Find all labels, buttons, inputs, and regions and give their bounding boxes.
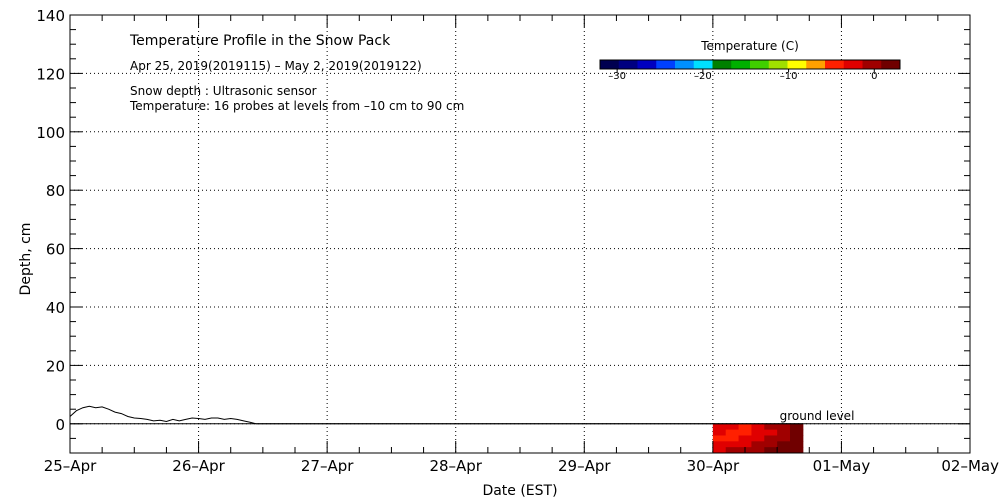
heatmap-cell (738, 429, 752, 436)
colorbar-swatch (862, 60, 882, 69)
colorbar-swatch (843, 60, 863, 69)
axes: 0 20 40 60 80 100 120 140 25–Apr 26–Apr 27–Apr 28–A… (36, 7, 999, 475)
y-tick-label: 60 (46, 241, 65, 259)
heatmap-cell (751, 429, 765, 436)
heatmap-cell (764, 441, 778, 448)
x-tick-label: 28–Apr (429, 457, 482, 475)
snow-depth-line (69, 405, 970, 425)
heatmap-cell (712, 447, 727, 454)
x-tick-label: 02–May (941, 457, 999, 475)
x-tick-label: 29–Apr (558, 457, 611, 475)
colorbar-swatch (618, 60, 638, 69)
heatmap-cell (790, 435, 804, 442)
heatmap-cell (751, 447, 765, 454)
heatmap-cell (712, 441, 727, 448)
colorbar-tick-label: –30 (608, 71, 626, 82)
heatmap-cell (790, 447, 804, 454)
x-tick-label: 26–Apr (172, 457, 225, 475)
colorbar-swatch (731, 60, 751, 69)
note-snow-depth: Snow depth : Ultrasonic sensor (130, 84, 317, 98)
colorbar-swatch (712, 60, 732, 69)
heatmap-cell (738, 435, 752, 442)
y-tick-label: 120 (36, 65, 65, 83)
colorbar-swatch (600, 60, 620, 69)
colorbar-tick-label: 0 (871, 71, 877, 82)
heatmap-cell (751, 441, 765, 448)
heatmap-cell (712, 423, 727, 431)
colorbar-swatch (806, 60, 826, 69)
colorbar-tick-label: –20 (694, 71, 712, 82)
heatmap-cell (725, 435, 740, 442)
colorbar-frame (599, 59, 901, 70)
heatmap-cell (764, 447, 778, 454)
heatmap-cell (738, 423, 752, 431)
note-temperature: Temperature: 16 probes at levels from –1… (129, 99, 464, 113)
colorbar-swatch (881, 60, 901, 69)
heatmap-cell (777, 441, 791, 448)
chart-title: Temperature Profile in the Snow Pack (129, 33, 391, 49)
x-axis-label: Date (EST) (482, 483, 557, 499)
y-tick-label: 20 (46, 357, 65, 375)
y-axis-label: Depth, cm (18, 223, 34, 296)
heatmap-cell (725, 441, 740, 448)
heatmap-cell (790, 441, 804, 448)
heatmap-cell (777, 435, 791, 442)
y-tick-label: 140 (36, 7, 65, 25)
y-tick-label: 40 (46, 299, 65, 317)
ground-level-label: ground level (780, 409, 855, 423)
heatmap-cell (725, 429, 740, 436)
heatmap-cell (725, 423, 740, 431)
colorbar-swatch (787, 60, 807, 69)
y-tick-label: 100 (36, 124, 65, 142)
heatmap-cell (790, 423, 804, 431)
colorbar-swatch (637, 60, 657, 69)
colorbar-swatch (656, 60, 676, 69)
x-tick-label: 30–Apr (687, 457, 740, 475)
y-tick-label: 0 (55, 416, 65, 434)
temperature-colorbar: Temperature (C) –30 –20 –10 0 (599, 39, 901, 82)
heatmap-cell (777, 423, 791, 431)
heatmap-cell (712, 429, 727, 436)
y-tick-label: 80 (46, 182, 65, 200)
plot-frame (69, 14, 971, 454)
heatmap-cell (751, 435, 765, 442)
grid (70, 15, 970, 453)
heatmap-cell (777, 429, 791, 436)
x-tick-label: 25–Apr (44, 457, 97, 475)
temperature-heatmap (712, 423, 804, 454)
heatmap-cell (725, 447, 740, 454)
heatmap-cell (764, 429, 778, 436)
snow-depth-series (69, 405, 970, 425)
colorbar-swatch (768, 60, 788, 69)
heatmap-cell (764, 423, 778, 431)
x-tick-label: 27–Apr (301, 457, 354, 475)
chart-subtitle: Apr 25, 2019(2019115) – May 2, 2019(2019… (130, 59, 422, 73)
heatmap-cell (751, 423, 765, 431)
colorbar-swatch (675, 60, 695, 69)
heatmap-cell (790, 429, 804, 436)
colorbar-tick-label: –10 (780, 71, 798, 82)
heatmap-cell (738, 441, 752, 448)
heatmap-cell (712, 435, 727, 442)
colorbar-swatch (693, 60, 713, 69)
colorbar-title: Temperature (C) (700, 39, 799, 53)
colorbar-swatch (825, 60, 845, 69)
x-tick-label: 01–May (813, 457, 871, 475)
heatmap-cell (764, 435, 778, 442)
colorbar-swatch (750, 60, 770, 69)
heatmap-cell (777, 447, 791, 454)
